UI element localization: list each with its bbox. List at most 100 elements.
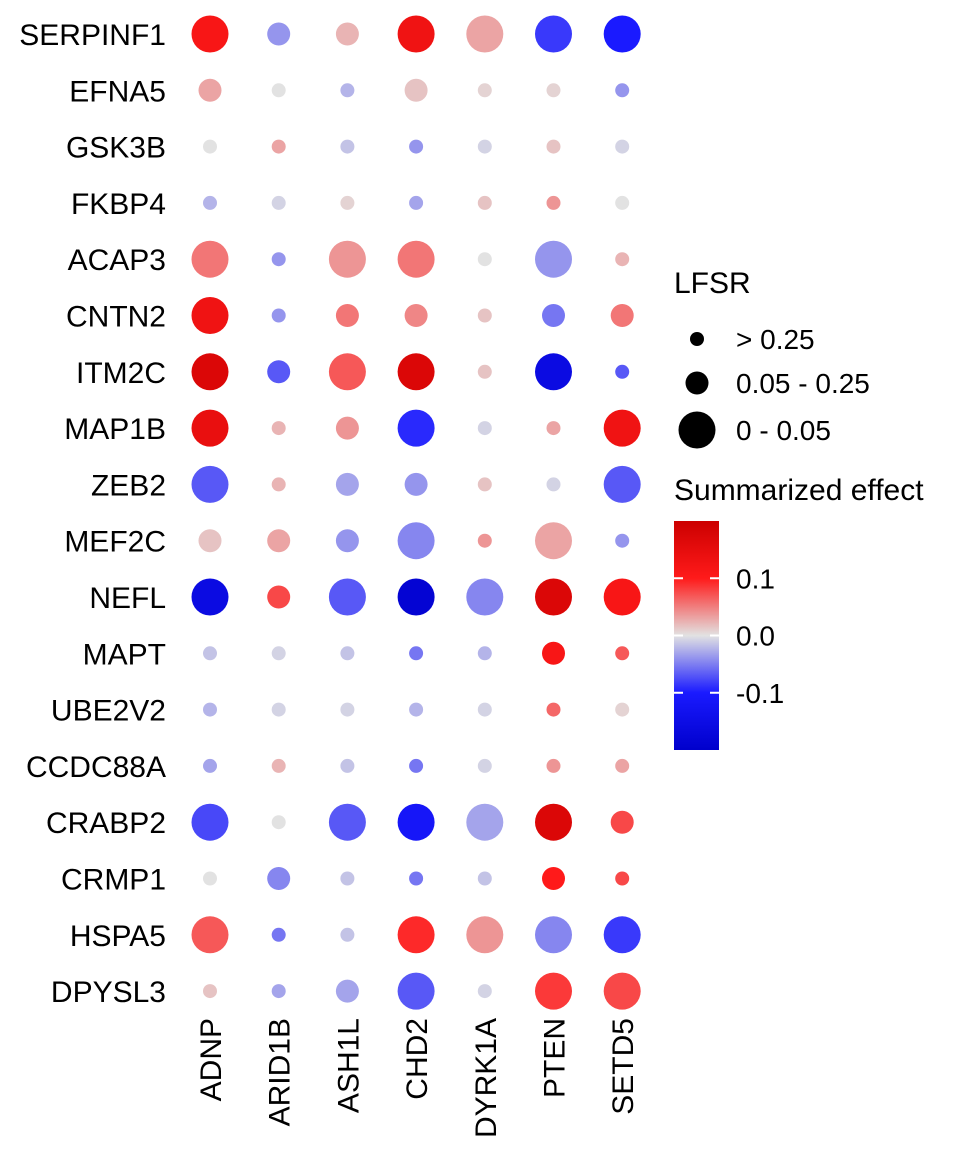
dot-cntn2-chd2 bbox=[404, 304, 428, 327]
dot-hspa5-setd5 bbox=[603, 916, 641, 954]
dot-acap3-pten bbox=[535, 240, 572, 278]
dot-efna5-adnp bbox=[198, 78, 222, 102]
column-label-setd5: SETD5 bbox=[607, 1018, 640, 1115]
dot-efna5-dyrk1a bbox=[477, 83, 492, 98]
row-label-fkbp4: FKBP4 bbox=[71, 188, 166, 221]
dot-ccdc88a-adnp bbox=[203, 758, 217, 773]
dot-mef2c-setd5 bbox=[615, 533, 630, 548]
dot-nefl-setd5 bbox=[603, 578, 641, 616]
size-legend-label-1: 0.05 - 0.25 bbox=[736, 368, 870, 399]
dot-map1b-arid1b bbox=[271, 421, 286, 436]
dot-nefl-chd2 bbox=[397, 578, 435, 616]
dot-serpinf1-adnp bbox=[191, 15, 229, 53]
row-label-serpinf1: SERPINF1 bbox=[19, 19, 166, 52]
dot-hspa5-pten bbox=[535, 916, 572, 954]
dot-ube2v2-ash1l bbox=[340, 702, 355, 717]
dot-zeb2-pten bbox=[546, 477, 561, 492]
dot-cntn2-setd5 bbox=[610, 304, 634, 327]
dot-map1b-dyrk1a bbox=[477, 421, 492, 436]
dot-itm2c-chd2 bbox=[397, 353, 435, 391]
color-legend-title: Summarized effect bbox=[674, 474, 924, 507]
row-label-crmp1: CRMP1 bbox=[61, 864, 166, 897]
dot-gsk3b-chd2 bbox=[409, 139, 424, 154]
dot-map1b-chd2 bbox=[397, 409, 435, 447]
dot-acap3-setd5 bbox=[615, 252, 630, 267]
dot-serpinf1-arid1b bbox=[267, 22, 291, 46]
dot-crmp1-adnp bbox=[203, 871, 217, 886]
dot-dpysl3-ash1l bbox=[335, 979, 359, 1003]
column-label-pten: PTEN bbox=[539, 1018, 572, 1098]
dot-mapt-setd5 bbox=[615, 646, 630, 661]
dot-mef2c-chd2 bbox=[397, 522, 435, 560]
size-legend-dot-1 bbox=[685, 371, 709, 395]
dot-crabp2-setd5 bbox=[610, 810, 634, 834]
dot-cntn2-pten bbox=[542, 304, 565, 327]
dot-zeb2-arid1b bbox=[271, 477, 286, 492]
dot-ube2v2-chd2 bbox=[409, 702, 424, 717]
row-label-gsk3b: GSK3B bbox=[66, 132, 166, 165]
dot-nefl-dyrk1a bbox=[466, 578, 504, 616]
row-label-nefl: NEFL bbox=[89, 582, 166, 615]
dot-hspa5-dyrk1a bbox=[466, 916, 504, 954]
size-legend-label-0: > 0.25 bbox=[736, 324, 815, 355]
dot-fkbp4-dyrk1a bbox=[477, 195, 492, 210]
dot-efna5-chd2 bbox=[404, 78, 428, 102]
dot-gsk3b-arid1b bbox=[271, 139, 286, 154]
size-legend: LFSR > 0.25 0.05 - 0.25 0 - 0.05 bbox=[674, 267, 870, 449]
dot-itm2c-pten bbox=[535, 353, 572, 391]
dot-map1b-setd5 bbox=[603, 409, 641, 447]
dot-ube2v2-arid1b bbox=[271, 702, 286, 717]
row-label-mef2c: MEF2C bbox=[64, 526, 166, 559]
dot-fkbp4-adnp bbox=[203, 195, 217, 210]
dot-crabp2-adnp bbox=[191, 803, 229, 841]
size-legend-label-2: 0 - 0.05 bbox=[736, 415, 831, 446]
dot-fkbp4-pten bbox=[546, 195, 561, 210]
dot-dpysl3-adnp bbox=[203, 984, 217, 999]
row-label-cntn2: CNTN2 bbox=[66, 301, 166, 334]
dot-ccdc88a-chd2 bbox=[409, 758, 424, 773]
column-label-arid1b: ARID1B bbox=[264, 1018, 297, 1126]
dot-zeb2-setd5 bbox=[603, 465, 641, 503]
dot-itm2c-ash1l bbox=[328, 353, 366, 391]
dot-hspa5-chd2 bbox=[397, 916, 435, 954]
dot-hspa5-arid1b bbox=[271, 927, 286, 942]
dot-mef2c-adnp bbox=[198, 529, 222, 553]
row-label-acap3: ACAP3 bbox=[68, 244, 166, 277]
column-label-dyrk1a: DYRK1A bbox=[470, 1018, 503, 1138]
row-labels: SERPINF1 EFNA5 GSK3B FKBP4 ACAP3 CNTN2 ITM2C MA… bbox=[19, 19, 166, 1009]
dot-nefl-adnp bbox=[191, 578, 229, 616]
size-legend-dot-2 bbox=[678, 411, 716, 449]
column-labels: ADNP ARID1B ASH1L CHD2 DYRK1A PTEN SETD5 bbox=[195, 1018, 640, 1138]
dot-ube2v2-dyrk1a bbox=[477, 702, 492, 717]
row-label-itm2c: ITM2C bbox=[76, 357, 166, 390]
dot-crmp1-arid1b bbox=[267, 867, 291, 890]
dot-mef2c-arid1b bbox=[267, 529, 291, 553]
dot-crmp1-ash1l bbox=[340, 871, 355, 886]
dot-crabp2-dyrk1a bbox=[466, 803, 504, 841]
row-label-ube2v2: UBE2V2 bbox=[51, 695, 166, 728]
dot-ccdc88a-arid1b bbox=[271, 758, 286, 773]
dot-ube2v2-setd5 bbox=[615, 702, 630, 717]
dot-acap3-ash1l bbox=[328, 240, 366, 278]
dot-fkbp4-setd5 bbox=[615, 195, 630, 210]
dot-crmp1-dyrk1a bbox=[477, 871, 492, 886]
row-label-efna5: EFNA5 bbox=[69, 75, 166, 108]
dot-dpysl3-pten bbox=[535, 972, 572, 1010]
dot-ube2v2-adnp bbox=[203, 702, 217, 717]
dot-mapt-arid1b bbox=[271, 646, 286, 661]
dot-cntn2-dyrk1a bbox=[477, 308, 492, 323]
row-label-crabp2: CRABP2 bbox=[46, 807, 166, 840]
row-label-mapt: MAPT bbox=[83, 638, 166, 671]
dot-mapt-chd2 bbox=[409, 646, 424, 661]
dot-zeb2-adnp bbox=[191, 465, 229, 503]
color-legend-tick-label-2: -0.1 bbox=[736, 678, 784, 709]
dot-itm2c-adnp bbox=[191, 353, 229, 391]
dot-mapt-adnp bbox=[203, 646, 217, 661]
dot-crabp2-ash1l bbox=[328, 803, 366, 841]
dot-hspa5-adnp bbox=[191, 916, 229, 954]
row-label-map1b: MAP1B bbox=[64, 413, 166, 446]
column-label-adnp: ADNP bbox=[195, 1018, 228, 1101]
dot-serpinf1-pten bbox=[535, 15, 572, 53]
dot-gsk3b-ash1l bbox=[340, 139, 355, 154]
dot-fkbp4-arid1b bbox=[271, 195, 286, 210]
